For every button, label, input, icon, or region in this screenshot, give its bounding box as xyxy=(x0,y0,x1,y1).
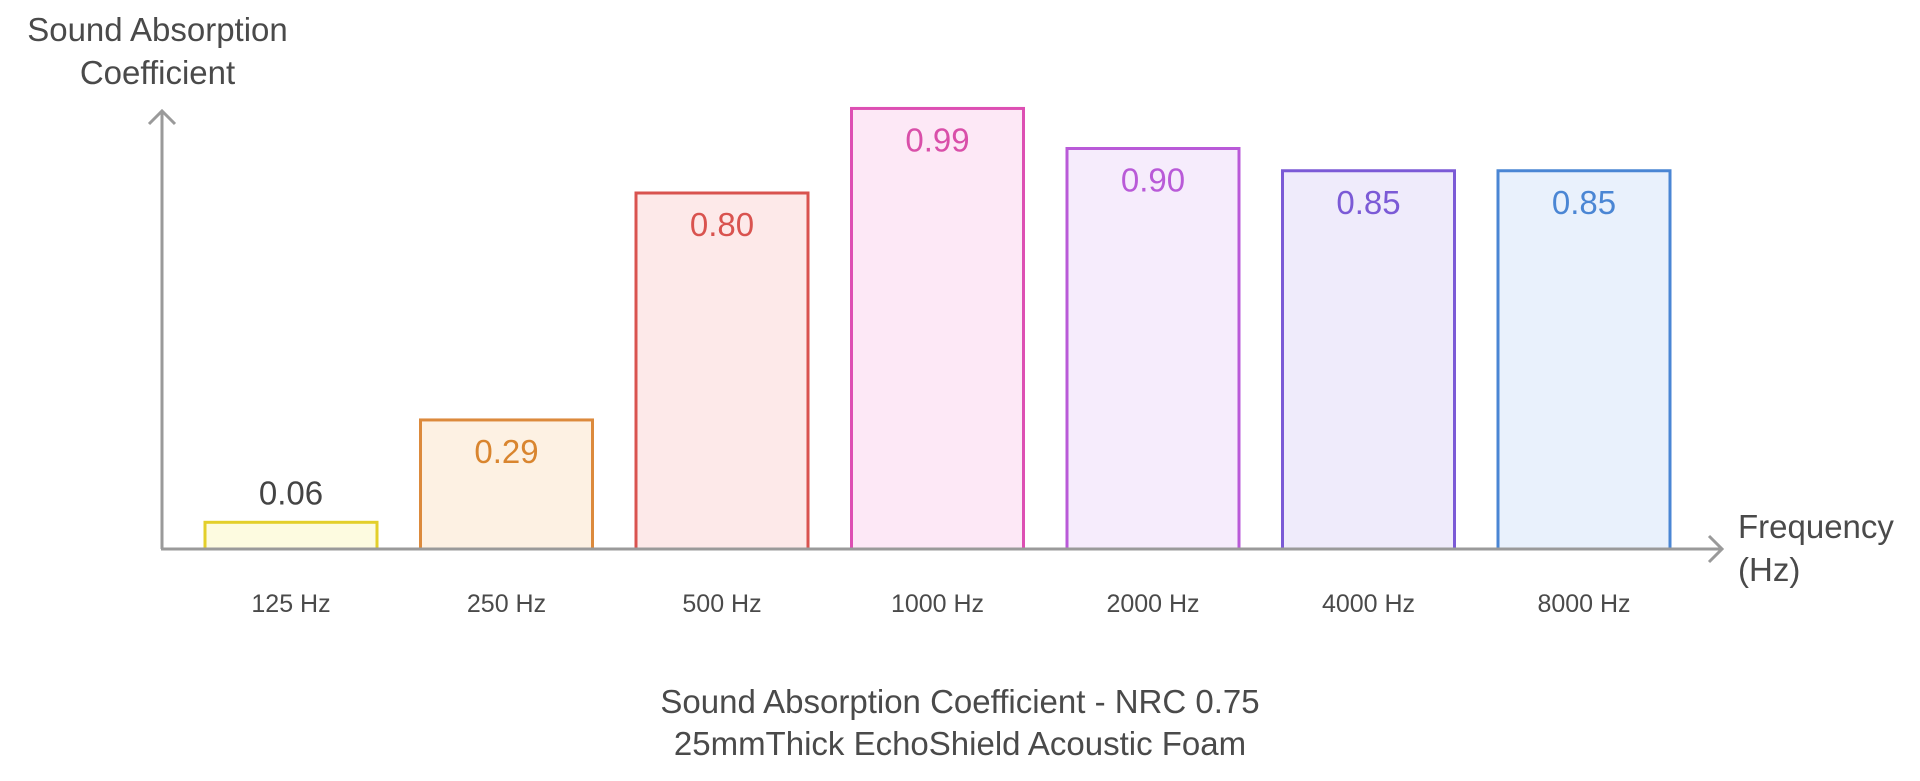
value-label: 0.85 xyxy=(1552,184,1616,221)
tick-labels-group: 125 Hz 250 Hz 500 Hz 1000 Hz 2000 Hz 4000 Hz 8… xyxy=(251,590,1630,618)
value-label: 0.99 xyxy=(905,121,969,158)
x-axis-label-line-2: (Hz) xyxy=(1738,551,1801,588)
bar-4000-hz xyxy=(1281,169,1456,551)
y-axis-label-line-1: Sound Absorption xyxy=(27,11,288,48)
x-tick-label: 250 Hz xyxy=(467,590,546,618)
chart-caption-line-1: Sound Absorption Coefficient - NRC 0.75 xyxy=(660,683,1260,720)
x-tick-label: 1000 Hz xyxy=(891,590,984,618)
value-label: 0.90 xyxy=(1121,162,1185,199)
x-tick-label: 125 Hz xyxy=(251,590,330,618)
x-axis-arrow xyxy=(1707,534,1725,564)
y-axis-arrow xyxy=(147,108,177,126)
value-label: 0.06 xyxy=(259,474,323,511)
bar-125-hz xyxy=(203,520,379,551)
bar-250-hz xyxy=(419,418,594,551)
x-tick-label: 2000 Hz xyxy=(1106,590,1199,618)
chart-caption-line-2: 25mmThick EchoShield Acoustic Foam xyxy=(673,725,1247,762)
x-tick-label: 8000 Hz xyxy=(1537,590,1630,618)
bar-500-hz xyxy=(634,191,810,551)
value-label: 0.29 xyxy=(474,433,538,470)
value-labels-group: 0.06 0.29 0.80 0.99 0.90 0.85 0.85 xyxy=(259,121,1616,511)
x-tick-label: 4000 Hz xyxy=(1322,590,1415,618)
bar-1000-hz xyxy=(850,106,1025,551)
y-axis-label: Sound Absorption Coefficient xyxy=(0,8,315,94)
value-label: 0.80 xyxy=(690,206,754,243)
x-axis-label-line-1: Frequency xyxy=(1738,508,1894,545)
bar-8000-hz xyxy=(1496,169,1672,551)
bar-2000-hz xyxy=(1065,147,1241,551)
x-axis-label: Frequency (Hz) xyxy=(1738,505,1918,591)
bars-group xyxy=(203,106,1672,551)
x-tick-label: 500 Hz xyxy=(682,590,761,618)
value-label: 0.85 xyxy=(1336,184,1400,221)
y-axis-label-line-2: Coefficient xyxy=(79,54,236,91)
